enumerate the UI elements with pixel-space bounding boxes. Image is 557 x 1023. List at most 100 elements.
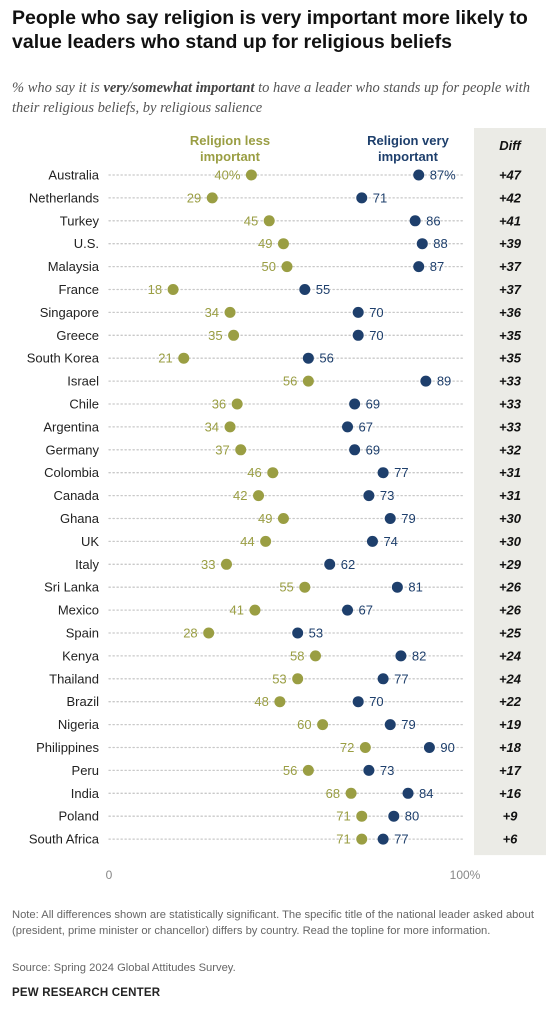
country-label: Germany bbox=[46, 442, 100, 457]
legend-label-0-1: important bbox=[200, 149, 261, 164]
country-label: Kenya bbox=[62, 648, 100, 663]
value-label-less: 55 bbox=[279, 580, 293, 595]
country-label: Chile bbox=[69, 397, 99, 412]
value-label-very: 70 bbox=[369, 694, 383, 709]
x-tick-label: 0 bbox=[106, 868, 113, 882]
value-label-less: 29 bbox=[187, 190, 201, 205]
dot-very-important bbox=[324, 558, 336, 570]
value-label-very: 88 bbox=[433, 236, 447, 251]
dot-less-important bbox=[345, 787, 357, 799]
dot-very-important bbox=[402, 787, 414, 799]
dot-very-important bbox=[366, 535, 378, 547]
diff-value: +42 bbox=[499, 190, 522, 205]
diff-value: +22 bbox=[499, 694, 522, 709]
country-label: Turkey bbox=[60, 213, 100, 228]
dot-very-important bbox=[352, 696, 364, 708]
diff-column-bg bbox=[474, 128, 546, 856]
value-label-less: 42 bbox=[233, 488, 247, 503]
dot-very-important bbox=[377, 673, 389, 685]
dot-less-important bbox=[317, 719, 329, 731]
dot-very-important bbox=[409, 215, 421, 227]
dot-less-important bbox=[224, 421, 236, 433]
country-label: South Korea bbox=[27, 351, 100, 366]
country-label: Thailand bbox=[49, 671, 99, 686]
country-label: Sri Lanka bbox=[44, 580, 100, 595]
dot-very-important bbox=[377, 833, 389, 845]
country-label: France bbox=[59, 282, 99, 297]
value-label-very: 80 bbox=[405, 809, 419, 824]
value-label-very: 73 bbox=[380, 488, 394, 503]
chart-subtitle: % who say it is very/somewhat important … bbox=[12, 78, 547, 118]
dot-very-important bbox=[302, 352, 314, 364]
diff-value: +6 bbox=[503, 832, 519, 847]
diff-value: +19 bbox=[499, 717, 522, 732]
value-label-less: 45 bbox=[244, 213, 258, 228]
country-label: Spain bbox=[66, 626, 99, 641]
value-label-very: 74 bbox=[383, 534, 397, 549]
value-label-less: 72 bbox=[340, 740, 354, 755]
dot-very-important bbox=[413, 169, 425, 181]
dot-less-important bbox=[302, 764, 314, 776]
value-label-very: 81 bbox=[408, 580, 422, 595]
diff-value: +32 bbox=[499, 442, 522, 457]
dot-less-important bbox=[260, 535, 272, 547]
dot-less-important bbox=[309, 650, 321, 662]
country-label: Peru bbox=[72, 763, 99, 778]
value-label-very: 87 bbox=[430, 259, 444, 274]
value-label-less: 53 bbox=[272, 671, 286, 686]
dot-less-important bbox=[277, 513, 289, 524]
value-label-less: 48 bbox=[254, 694, 268, 709]
value-label-less: 33 bbox=[201, 557, 215, 572]
dot-less-important bbox=[253, 490, 265, 502]
diff-value: +36 bbox=[499, 305, 522, 320]
dot-very-important bbox=[299, 284, 311, 295]
diff-value: +37 bbox=[499, 282, 522, 297]
dot-very-important bbox=[342, 604, 354, 616]
diff-value: +47 bbox=[499, 168, 522, 183]
diff-value: +39 bbox=[499, 236, 522, 251]
dot-very-important bbox=[423, 742, 435, 753]
diff-value: +9 bbox=[503, 809, 519, 824]
chart-source: Source: Spring 2024 Global Attitudes Sur… bbox=[12, 962, 236, 974]
value-label-very: 84 bbox=[419, 786, 433, 801]
value-label-less: 28 bbox=[183, 626, 197, 641]
dot-less-important bbox=[231, 398, 243, 410]
dot-less-important bbox=[235, 444, 247, 456]
country-label: Nigeria bbox=[58, 717, 100, 732]
dot-less-important bbox=[267, 467, 279, 479]
value-label-very: 67 bbox=[359, 419, 373, 434]
diff-value: +37 bbox=[499, 259, 522, 274]
legend-label-0-0: Religion less bbox=[190, 133, 270, 148]
dot-less-important bbox=[245, 169, 257, 181]
country-label: Brazil bbox=[66, 694, 99, 709]
dot-very-important bbox=[342, 421, 354, 433]
value-label-less: 50 bbox=[262, 259, 276, 274]
value-label-less: 49 bbox=[258, 236, 272, 251]
dot-less-important bbox=[359, 742, 371, 753]
dot-less-important bbox=[299, 581, 311, 593]
country-label: Poland bbox=[59, 809, 99, 824]
legend-label-1-0: Religion very bbox=[367, 133, 449, 148]
x-tick-label: 100% bbox=[450, 868, 481, 882]
dot-less-important bbox=[206, 192, 218, 204]
value-label-less: 56 bbox=[283, 374, 297, 389]
dot-less-important bbox=[356, 833, 368, 845]
country-label: South Africa bbox=[29, 832, 100, 847]
value-label-less: 49 bbox=[258, 511, 272, 526]
diff-value: +18 bbox=[499, 740, 522, 755]
diff-value: +31 bbox=[499, 488, 521, 503]
subtitle-pre: % who say it is bbox=[12, 80, 104, 96]
legend-label-1-1: important bbox=[378, 149, 439, 164]
value-label-less: 56 bbox=[283, 763, 297, 778]
value-label-very: 70 bbox=[369, 305, 383, 320]
value-label-very: 79 bbox=[401, 511, 415, 526]
value-label-less: 58 bbox=[290, 648, 304, 663]
value-label-less: 21 bbox=[158, 351, 172, 366]
diff-value: +33 bbox=[499, 397, 522, 412]
diff-value: +25 bbox=[499, 626, 522, 641]
dot-less-important bbox=[274, 696, 286, 708]
value-label-less: 71 bbox=[336, 832, 350, 847]
value-label-very: 55 bbox=[316, 282, 330, 297]
country-label: UK bbox=[81, 534, 99, 549]
